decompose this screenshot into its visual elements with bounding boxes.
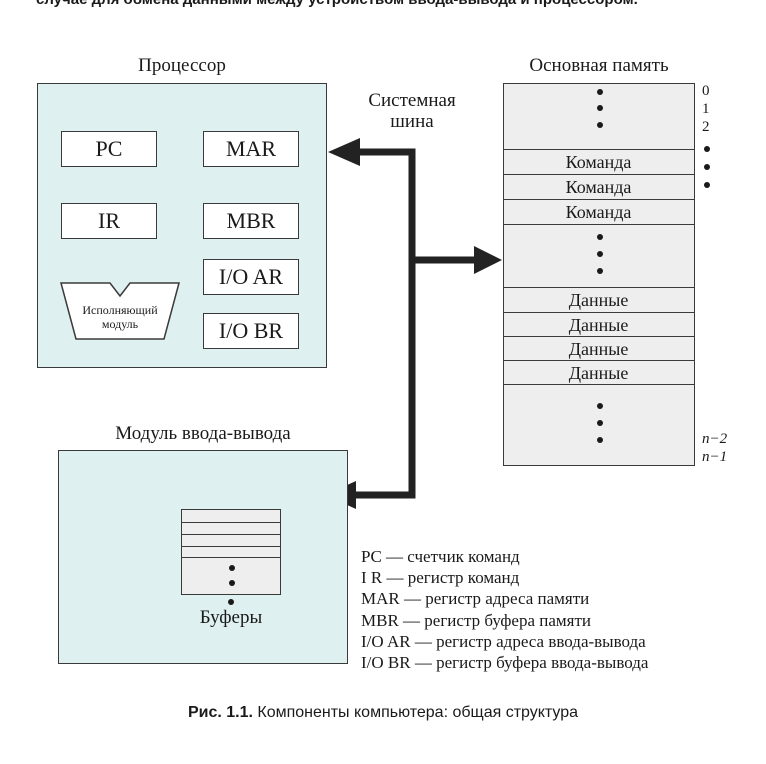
register-io-ar: I/O AR [203, 259, 299, 295]
io-module-title: Модуль ввода-вывода [115, 423, 291, 444]
processor-title: Процессор [138, 55, 226, 76]
memory-dot [597, 420, 603, 426]
processor-box: PC MAR IR MBR I/O AR I/O BR Исполняющий … [37, 83, 327, 368]
system-bus-label-line-1: Системная [368, 90, 456, 111]
memory-dot [597, 403, 603, 409]
address-dot [704, 164, 710, 170]
execution-unit-line-1: Исполняющий [82, 303, 158, 317]
system-bus-label-line-2: шина [390, 111, 434, 132]
register-mar: MAR [203, 131, 299, 167]
arrow-to-processor [328, 138, 360, 166]
address-dot [704, 146, 710, 152]
memory-dot [597, 234, 603, 240]
execution-unit-label: Исполняющий модуль [60, 303, 180, 331]
legend: PC — счетчик команд I R — регистр команд… [361, 546, 648, 673]
figure-caption: Рис. 1.1. Компоненты компьютера: общая с… [0, 704, 766, 722]
memory-command-row: Команда [502, 174, 695, 199]
register-pc: PC [61, 131, 157, 167]
legend-item-io-br: I/O BR — регистр буфера ввода-вывода [361, 653, 649, 673]
address-2: 2 [702, 119, 710, 135]
buffer-line [182, 557, 280, 558]
address-n-minus-1: n−1 [702, 449, 728, 465]
address-1: 1 [702, 101, 710, 117]
address-dot [704, 182, 710, 188]
register-ir: IR [61, 203, 157, 239]
memory-data-row: Данные [502, 360, 695, 385]
memory-divider [502, 384, 695, 385]
memory-command-row: Команда [502, 199, 695, 224]
memory-dot [597, 122, 603, 128]
memory-divider [502, 224, 695, 225]
top-text-fragment: случае для обмена данными между устройст… [36, 0, 638, 8]
register-io-br: I/O BR [203, 313, 299, 349]
legend-item-pc: PC — счетчик команд [361, 547, 520, 566]
bus-vertical-line [350, 148, 416, 499]
memory-title: Основная память [529, 55, 669, 76]
memory-data-row: Данные [502, 336, 695, 361]
figure-caption-prefix: Рис. 1.1. [187, 704, 253, 721]
legend-item-io-ar: I/O AR — регистр адреса ввода-вывода [361, 631, 646, 651]
figure-caption-text: Компоненты компьютера: общая структура [257, 704, 579, 721]
register-mbr: MBR [203, 203, 299, 239]
arrow-to-memory [474, 246, 502, 274]
memory-data-row: Данные [502, 287, 695, 312]
address-n-minus-2: n−2 [702, 431, 728, 447]
memory-dot [597, 268, 603, 274]
memory-data-row: Данные [502, 312, 695, 337]
buffer-dot [228, 599, 234, 605]
buffer-line [182, 534, 280, 535]
legend-item-ir: I R — регистр команд [361, 568, 520, 588]
memory-dot [597, 251, 603, 257]
buffer-line [182, 546, 280, 547]
execution-unit-line-2: модуль [101, 317, 139, 331]
io-buffers [181, 509, 281, 595]
buffer-dot [229, 565, 235, 571]
legend-item-mbr: MBR — регистр буфера памяти [361, 610, 592, 630]
address-0: 0 [702, 83, 710, 99]
memory-dot [597, 105, 603, 111]
buffer-dot [229, 580, 235, 586]
buffer-line [182, 522, 280, 523]
main-memory: Команда Команда Команда Данные Данные Да… [502, 83, 695, 466]
memory-dot [597, 89, 603, 95]
system-bus-label: Системная шина [342, 90, 482, 132]
memory-dot [597, 437, 603, 443]
buffers-label: Буферы [199, 607, 263, 628]
memory-command-row: Команда [502, 149, 695, 174]
legend-item-mar: MAR — регистр адреса памяти [361, 589, 590, 609]
execution-unit-shape [60, 282, 180, 340]
